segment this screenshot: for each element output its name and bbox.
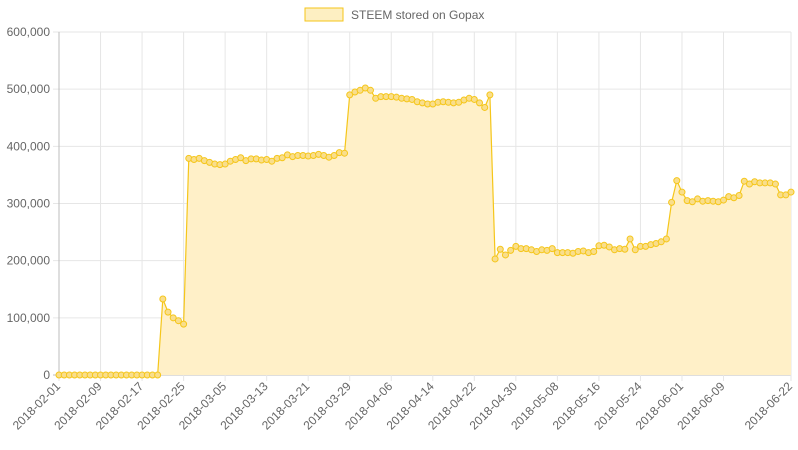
legend-label: STEEM stored on Gopax — [351, 8, 484, 22]
data-point[interactable] — [486, 91, 494, 99]
data-point[interactable] — [678, 188, 686, 196]
y-tick-label: 400,000 — [7, 139, 51, 153]
y-tick-label: 200,000 — [7, 254, 51, 268]
data-point[interactable] — [688, 198, 696, 206]
data-point[interactable] — [237, 154, 245, 162]
data-point[interactable] — [621, 245, 629, 253]
y-tick-label: 600,000 — [7, 25, 51, 39]
series — [59, 87, 792, 376]
y-tick-label: 0 — [43, 368, 50, 382]
data-point[interactable] — [626, 235, 634, 243]
data-point[interactable] — [631, 246, 639, 254]
data-point[interactable] — [590, 248, 598, 256]
x-tick-label: 2018-06-22 — [742, 379, 796, 433]
data-point[interactable] — [605, 243, 613, 251]
data-point[interactable] — [154, 371, 162, 379]
data-point[interactable] — [341, 149, 349, 157]
data-point[interactable] — [180, 320, 188, 328]
legend[interactable]: STEEM stored on Gopax — [304, 7, 484, 22]
data-point[interactable] — [657, 238, 665, 246]
data-point[interactable] — [771, 180, 779, 188]
data-point[interactable] — [470, 95, 478, 103]
data-point[interactable] — [548, 245, 556, 253]
data-point[interactable] — [159, 295, 167, 303]
data-points — [55, 84, 795, 379]
data-point[interactable] — [496, 245, 504, 253]
data-point[interactable] — [164, 308, 172, 316]
data-point[interactable] — [221, 160, 229, 168]
data-point[interactable] — [278, 154, 286, 162]
data-point[interactable] — [507, 246, 515, 254]
data-point[interactable] — [720, 196, 728, 204]
data-point[interactable] — [787, 188, 795, 196]
x-axis: 2018-02-012018-02-092018-02-172018-02-25… — [10, 379, 796, 433]
data-point[interactable] — [476, 99, 484, 107]
y-tick-label: 100,000 — [7, 311, 51, 325]
data-point[interactable] — [174, 317, 182, 325]
data-point[interactable] — [481, 103, 489, 111]
data-point[interactable] — [735, 192, 743, 199]
data-point[interactable] — [330, 151, 338, 159]
data-point[interactable] — [501, 251, 509, 259]
series-area — [59, 88, 791, 376]
data-point[interactable] — [662, 235, 670, 243]
data-point[interactable] — [346, 91, 354, 99]
data-point[interactable] — [366, 86, 374, 94]
y-axis: 0 100,000 200,000 300,000 400,000 500,000 600,… — [7, 25, 51, 382]
data-point[interactable] — [673, 177, 681, 185]
data-point[interactable] — [491, 255, 499, 263]
data-point[interactable] — [740, 177, 748, 185]
y-tick-label: 300,000 — [7, 197, 51, 211]
y-tick-label: 500,000 — [7, 82, 51, 96]
legend-swatch — [304, 7, 344, 22]
data-point[interactable] — [169, 314, 177, 322]
data-point[interactable] — [668, 198, 676, 206]
data-point[interactable] — [268, 157, 276, 165]
data-point[interactable] — [782, 191, 790, 199]
